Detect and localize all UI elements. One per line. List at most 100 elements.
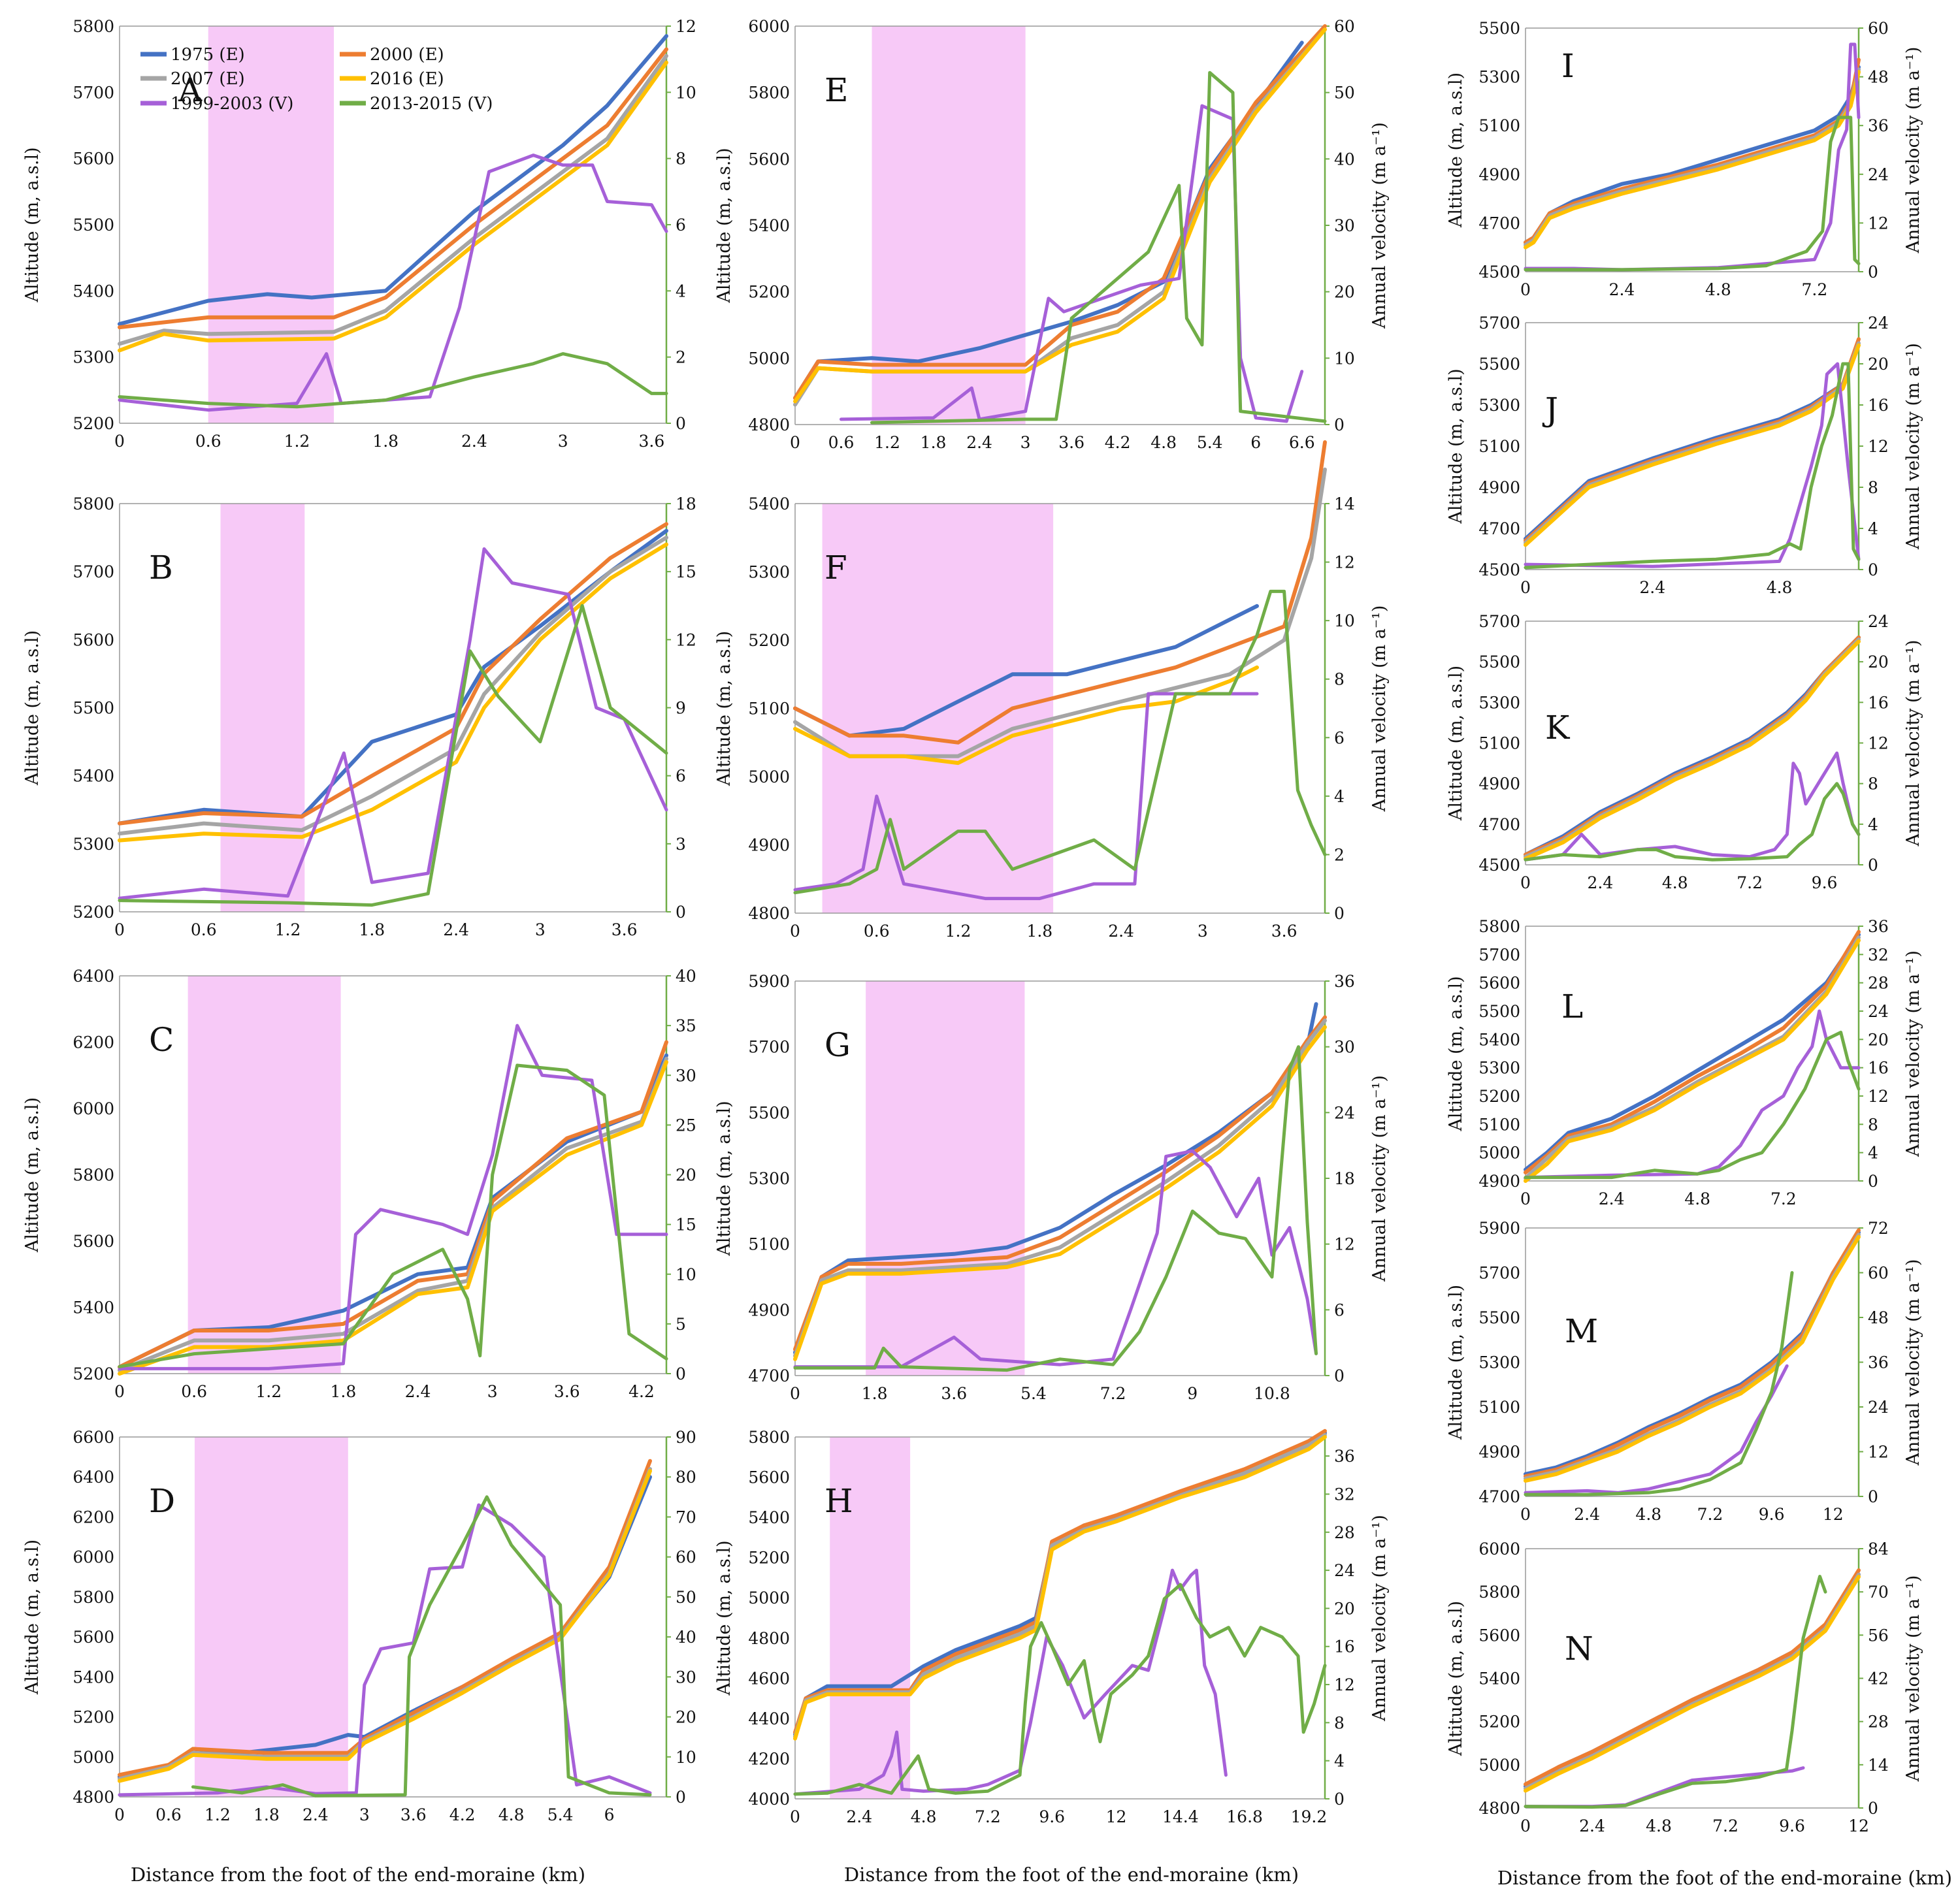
- y-axis-title: Altitude (m, a.s.l): [1446, 73, 1466, 228]
- right-tick-label: 90: [676, 1428, 696, 1447]
- right-tick-label: 15: [676, 562, 696, 581]
- series-line-2000-e-: [118, 522, 668, 826]
- y-tick-label: 5600: [73, 1232, 114, 1251]
- y-tick-label: 4700: [1478, 815, 1520, 834]
- x-tick-label: 1.2: [874, 433, 900, 452]
- series-line-2007-e-: [1524, 935, 1861, 1180]
- y-tick-label: 5100: [1478, 734, 1520, 753]
- right-tick-label: 0: [1334, 904, 1345, 923]
- y-tick-label: 5100: [1478, 116, 1520, 135]
- x-tick-label: 9.6: [1759, 1505, 1785, 1524]
- y-tick-label: 6000: [73, 1099, 114, 1118]
- series-line-2000-e-: [118, 1040, 668, 1369]
- series-line-2000-e-: [1524, 1228, 1861, 1479]
- x-tick-label: 7.2: [975, 1807, 1001, 1826]
- right-tick-label: 60: [676, 1548, 696, 1567]
- y-tick-label: 4200: [748, 1749, 790, 1768]
- y-tick-label: 5100: [748, 700, 790, 718]
- x-tick-label: 6: [1250, 433, 1261, 452]
- right-tick-label: 36: [1334, 1447, 1355, 1466]
- y-tick-label: 5200: [73, 1364, 114, 1383]
- y-tick-label: 5500: [1478, 653, 1520, 671]
- series-line-2016-e-: [793, 1435, 1327, 1741]
- y-tick-label: 5100: [1478, 1115, 1520, 1134]
- right-tick-label: 16: [1868, 1059, 1889, 1078]
- series-line-2016-e-: [1524, 639, 1861, 861]
- panel-I: 0 2.4 4.8 7.2 4500 4700 4900 5100 5300 5500 0 12 24 3…: [1446, 19, 1923, 299]
- x-axis-title-col2: Distance from the foot of the end-morain…: [844, 1864, 1299, 1886]
- series-line-1999-2003-v-: [118, 1503, 652, 1797]
- y-axis-title: Altitude (m, a.s.l): [714, 1540, 734, 1696]
- x-tick-label: 1.8: [921, 433, 947, 452]
- y-tick-label: 5300: [1478, 396, 1520, 415]
- right-tick-label: 4: [1868, 519, 1878, 538]
- right-tick-label: 18: [676, 494, 696, 513]
- x-tick-label: 4.8: [1705, 280, 1731, 299]
- x-tick-label: 0: [790, 1384, 800, 1403]
- series-line-2007-e-: [118, 1056, 668, 1372]
- x-tick-label: 3.6: [1058, 433, 1085, 452]
- x-tick-label: 2.4: [443, 920, 469, 939]
- x-tick-label: 0: [1520, 578, 1531, 597]
- right-tick-label: 40: [676, 967, 696, 986]
- y-tick-label: 4900: [1478, 165, 1520, 184]
- right-tick-label: 0: [1334, 1790, 1345, 1809]
- x-tick-label: 1.8: [862, 1384, 888, 1403]
- right-tick-label: 12: [676, 630, 696, 649]
- right-tick-label: 0: [1868, 1487, 1878, 1506]
- right-tick-label: 36: [1334, 972, 1355, 991]
- x-tick-label: 1.2: [284, 432, 310, 451]
- x-tick-label: 16.8: [1226, 1807, 1263, 1826]
- series-line-1999-2003-v-: [1524, 42, 1861, 272]
- right-tick-label: 2: [676, 348, 686, 367]
- y-tick-label: 5000: [1478, 1756, 1520, 1775]
- right-tick-label: 50: [676, 1588, 696, 1607]
- series-line-2016-e-: [118, 60, 668, 353]
- right-tick-label: 25: [676, 1116, 696, 1135]
- series-line-2000-e-: [118, 1459, 652, 1777]
- x-tick-label: 7.2: [1770, 1189, 1797, 1208]
- right-tick-label: 0: [1334, 1366, 1345, 1385]
- right-tick-label: 12: [1868, 1443, 1889, 1462]
- x-tick-label: 5.4: [1197, 433, 1223, 452]
- x-tick-label: 3: [535, 920, 546, 939]
- x-tick-label: 4.2: [1105, 433, 1131, 452]
- y-tick-label: 5200: [748, 1549, 790, 1568]
- y-tick-label: 5300: [748, 1169, 790, 1188]
- right-tick-label: 10: [676, 1748, 696, 1767]
- y-tick-label: 4400: [748, 1709, 790, 1728]
- x-tick-label: 14.4: [1162, 1807, 1199, 1826]
- panel-A: 0 0.6 1.2 1.8 2.4 3 3.6 5200 5300 5400 5500 5600 570…: [22, 17, 696, 451]
- x-tick-label: 3: [1020, 433, 1031, 452]
- x-axis-title-col3: Distance from the foot of the end-morain…: [1497, 1867, 1952, 1889]
- y-tick-label: 5500: [1478, 355, 1520, 374]
- y-tick-label: 4900: [748, 1300, 790, 1319]
- series-line-1999-2003-v-: [118, 1024, 668, 1370]
- x-tick-label: 2.4: [302, 1805, 329, 1824]
- panel-letter: G: [824, 1026, 851, 1064]
- right-tick-label: 0: [676, 903, 686, 922]
- right-tick-label: 0: [1868, 263, 1878, 282]
- right-tick-label: 42: [1868, 1670, 1889, 1688]
- panel-C: 0 0.6 1.2 1.8 2.4 3 3.6 4.252005400560058006000…: [22, 967, 696, 1401]
- x-tick-label: 7.2: [1737, 873, 1763, 892]
- shaded-band-C: [188, 976, 341, 1374]
- x-tick-label: 2.4: [1609, 280, 1635, 299]
- series-line-2013-2015-v-: [1524, 782, 1861, 862]
- right-axis-title: Annual velocity (m a⁻¹): [1903, 47, 1923, 254]
- y-tick-label: 5300: [748, 563, 790, 582]
- panel-D: 0 0.6 1.2 1.8 2.4 3 3.6 4.2 4.8 5.4 6 4800 5000 5200 5…: [22, 1428, 696, 1824]
- x-tick-label: 1.2: [945, 922, 971, 941]
- right-tick-label: 20: [1868, 355, 1889, 374]
- right-tick-label: 28: [1334, 1523, 1355, 1542]
- series-line-2016-e-: [1524, 938, 1861, 1183]
- series-line-2013-2015-v-: [1524, 362, 1861, 570]
- series-line-2013-2015-v-: [118, 1063, 668, 1368]
- y-tick-label: 5600: [73, 630, 114, 649]
- y-tick-label: 5500: [1478, 1308, 1520, 1327]
- y-tick-label: 5500: [1478, 19, 1520, 38]
- x-tick-label: 4.8: [1150, 433, 1177, 452]
- right-tick-label: 36: [1868, 1353, 1889, 1372]
- right-tick-label: 0: [1868, 1172, 1878, 1191]
- panel-letter: H: [824, 1482, 853, 1520]
